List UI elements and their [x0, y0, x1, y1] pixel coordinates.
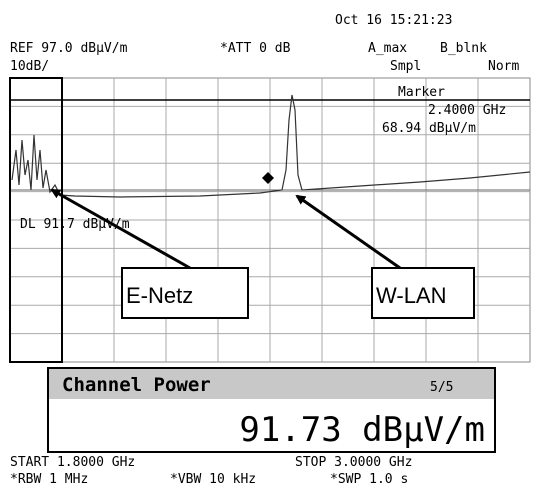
rbw: *RBW 1 MHz — [10, 472, 88, 487]
channel-power-header — [49, 369, 494, 399]
vbw: *VBW 10 kHz — [170, 472, 256, 487]
mode: Norm — [488, 59, 519, 74]
callout-box — [121, 267, 249, 319]
trace — [11, 94, 531, 198]
trace-b: B_blnk — [440, 41, 487, 56]
trace-a: A_max — [368, 41, 407, 56]
scale: 10dB/ — [10, 59, 49, 74]
callout: E-Netz — [126, 283, 193, 308]
sweep: *SWP 1.0 s — [330, 472, 408, 487]
callout: W-LAN — [376, 283, 447, 308]
display-line-label: DL 91.7 dBµV/m — [20, 217, 130, 232]
start-freq: START 1.8000 GHz — [10, 455, 135, 470]
arrow — [295, 194, 401, 270]
ref-level: REF 97.0 dBµV/m — [10, 41, 128, 56]
arrow — [50, 188, 191, 270]
datetime: Oct 16 15:21:23 — [335, 13, 452, 28]
marker-level: 68.94 dBµV/m — [382, 121, 476, 136]
attenuation: *ATT 0 dB — [220, 41, 291, 56]
highlight-box — [9, 77, 63, 363]
stop-freq: STOP 3.0000 GHz — [295, 455, 412, 470]
channel-power-title: Channel Power — [62, 374, 211, 396]
callout-box — [371, 267, 475, 319]
marker-label: Marker — [398, 85, 445, 100]
detector: Smpl — [390, 59, 421, 74]
channel-power-value: 91.73 dBµV/m — [239, 410, 485, 450]
marker-freq: 2.4000 GHz — [428, 103, 506, 118]
marker-diamond — [262, 172, 274, 184]
channel-power-page: 5/5 — [430, 380, 453, 395]
